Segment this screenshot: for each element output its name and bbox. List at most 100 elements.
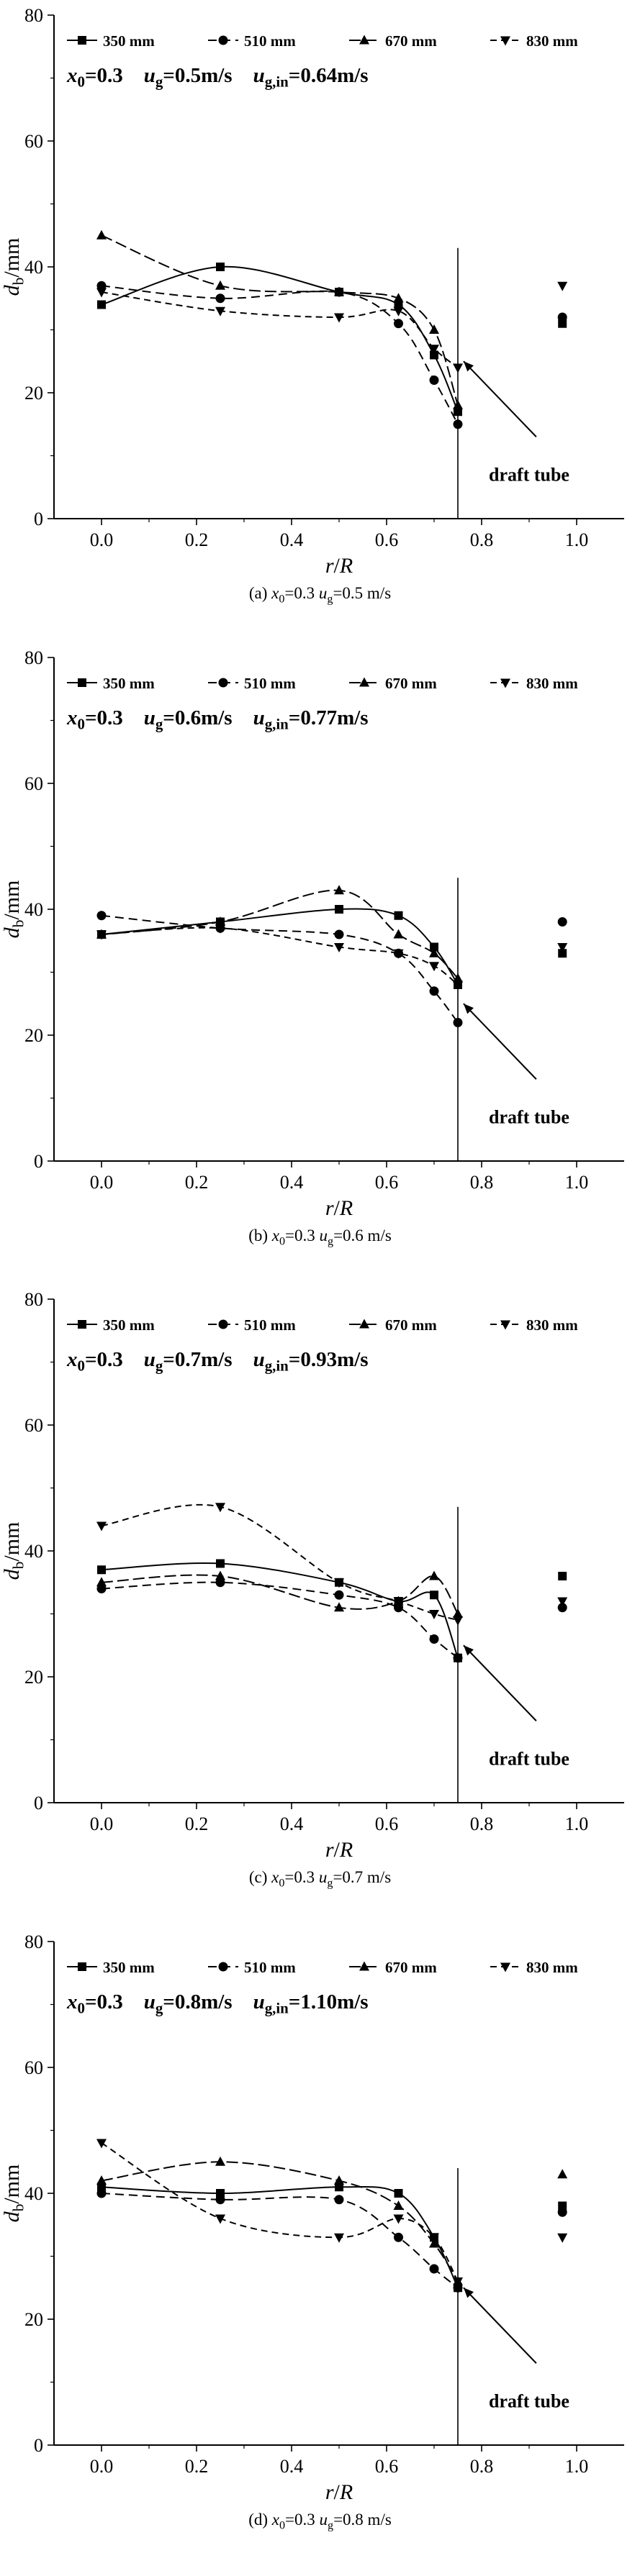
y-tick-label: 60 (24, 1415, 43, 1436)
figure-page: 0.0 0.2 0.4 0.6 0.8 1.0 0 20 40 60 80 db/mm r/R draft… (0, 4, 640, 2532)
x-tick-label: 0.0 (90, 2456, 114, 2477)
chart-d: 0.0 0.2 0.4 0.6 0.8 1.0 0 20 40 60 80 db/mm r/R draft… (0, 1930, 640, 2506)
axes: 0.0 0.2 0.4 0.6 0.8 1.0 0 20 40 60 80 (24, 5, 624, 550)
y-tick-label: 20 (24, 2309, 43, 2330)
legend-label: 510 mm (244, 1959, 296, 1976)
condition-annotation: x0=0.3 ug=0.5m/s ug,in=0.64m/s (66, 64, 369, 90)
x-tick-label: 0.6 (375, 1172, 399, 1193)
axes: 0.0 0.2 0.4 0.6 0.8 1.0 0 20 40 60 80 (24, 1289, 624, 1834)
caption-c: (c) x0=0.3 ug=0.7 m/s (248, 1868, 392, 1890)
series-830-mm (96, 2139, 568, 2287)
condition-annotation: x0=0.3 ug=0.6m/s ug,in=0.77m/s (66, 706, 369, 732)
chart-a: 0.0 0.2 0.4 0.6 0.8 1.0 0 20 40 60 80 db/mm r/R draft… (0, 4, 640, 580)
x-tick-label: 0.8 (470, 1172, 494, 1193)
y-tick-label: 40 (24, 2183, 43, 2204)
x-axis-label: r/R (325, 2480, 353, 2504)
y-tick-label: 40 (24, 257, 43, 278)
y-tick-label: 80 (24, 1289, 43, 1310)
legend-label: 830 mm (526, 1959, 578, 1976)
series-830-mm (96, 1503, 568, 1626)
x-tick-label: 0.8 (470, 2456, 494, 2477)
legend-label: 830 mm (526, 1316, 578, 1334)
legend-label: 350 mm (103, 1316, 155, 1334)
x-tick-label: 0.2 (185, 2456, 209, 2477)
legend: 350 mm 510 mm 670 mm 830 mm (67, 1959, 578, 1976)
y-tick-label: 20 (24, 383, 43, 404)
series-510-mm (96, 1578, 567, 1663)
x-tick-label: 0.4 (280, 529, 304, 550)
x-tick-label: 0.4 (280, 1172, 304, 1193)
y-tick-label: 20 (24, 1025, 43, 1046)
draft-tube-arrow (463, 2287, 537, 2364)
x-tick-label: 1.0 (565, 529, 589, 550)
y-tick-label: 60 (24, 2057, 43, 2078)
x-tick-label: 0.4 (280, 2456, 304, 2477)
caption-b: (b) x0=0.3 ug=0.6 m/s (248, 1226, 392, 1248)
draft-tube-arrow (463, 1644, 537, 1722)
draft-tube-annotation: draft tube (457, 877, 569, 1161)
draft-tube-arrow (463, 360, 537, 437)
legend-label: 670 mm (385, 32, 437, 50)
y-tick-label: 80 (24, 1931, 43, 1952)
legend-label: 350 mm (103, 1959, 155, 1976)
legend-label: 670 mm (385, 1316, 437, 1334)
y-tick-label: 80 (24, 5, 43, 26)
series-350-mm (97, 904, 567, 989)
y-tick-label: 40 (24, 899, 43, 920)
x-tick-label: 0.4 (280, 1813, 304, 1834)
y-tick-label: 40 (24, 1541, 43, 1562)
x-axis-label: r/R (325, 1838, 353, 1862)
legend-label: 670 mm (385, 1959, 437, 1976)
legend-label: 510 mm (244, 32, 296, 50)
x-tick-label: 0.8 (470, 1813, 494, 1834)
x-tick-label: 0.2 (185, 1172, 209, 1193)
series-510-mm (96, 281, 567, 429)
caption-d: (d) x0=0.3 ug=0.8 m/s (248, 2510, 392, 2532)
draft-tube-label: draft tube (489, 465, 569, 486)
x-axis-label: r/R (325, 1196, 353, 1220)
axes: 0.0 0.2 0.4 0.6 0.8 1.0 0 20 40 60 80 (24, 1931, 624, 2477)
y-tick-label: 20 (24, 1667, 43, 1688)
y-tick-label: 0 (34, 509, 43, 529)
draft-tube-annotation: draft tube (457, 2167, 569, 2445)
series-830-mm (96, 281, 568, 373)
x-tick-label: 0.0 (90, 529, 114, 550)
x-tick-label: 0.0 (90, 1172, 114, 1193)
series-670-mm (96, 884, 463, 983)
series-670-mm (96, 2156, 568, 2285)
condition-annotation: x0=0.3 ug=0.7m/s ug,in=0.93m/s (66, 1348, 369, 1374)
x-tick-label: 1.0 (565, 1813, 589, 1834)
y-tick-label: 0 (34, 2435, 43, 2456)
draft-tube-label: draft tube (489, 1106, 569, 1127)
chart-b: 0.0 0.2 0.4 0.6 0.8 1.0 0 20 40 60 80 db/mm r/R draft… (0, 646, 640, 1222)
draft-tube-arrow (463, 1003, 537, 1080)
caption-a: (a) x0=0.3 ug=0.5 m/s (248, 584, 392, 606)
series-670-mm (96, 229, 463, 409)
series-350-mm (97, 263, 567, 417)
legend-label: 830 mm (526, 675, 578, 692)
draft-tube-label: draft tube (489, 1749, 569, 1770)
series-510-mm (96, 2188, 567, 2293)
legend-label: 830 mm (526, 32, 578, 50)
x-tick-label: 0.8 (470, 529, 494, 550)
legend: 350 mm 510 mm 670 mm 830 mm (67, 675, 578, 692)
subplot-c: 0.0 0.2 0.4 0.6 0.8 1.0 0 20 40 60 80 db/mm r/R draft… (0, 1288, 640, 1890)
draft-tube-annotation: draft tube (457, 247, 569, 519)
x-tick-label: 0.2 (185, 1813, 209, 1834)
draft-tube-label: draft tube (489, 2390, 569, 2411)
x-axis-label: r/R (325, 554, 353, 578)
legend: 350 mm 510 mm 670 mm 830 mm (67, 1316, 578, 1334)
legend: 350 mm 510 mm 670 mm 830 mm (67, 32, 578, 50)
draft-tube-annotation: draft tube (457, 1506, 569, 1803)
condition-annotation: x0=0.3 ug=0.8m/s ug,in=1.10m/s (66, 1990, 369, 2016)
subplot-b: 0.0 0.2 0.4 0.6 0.8 1.0 0 20 40 60 80 db/mm r/R draft… (0, 646, 640, 1249)
y-axis-label: db/mm (0, 1522, 27, 1580)
legend-label: 670 mm (385, 675, 437, 692)
y-tick-label: 0 (34, 1151, 43, 1172)
x-tick-label: 0.2 (185, 529, 209, 550)
x-tick-label: 0.0 (90, 1813, 114, 1834)
axes: 0.0 0.2 0.4 0.6 0.8 1.0 0 20 40 60 80 (24, 647, 624, 1193)
y-tick-label: 60 (24, 773, 43, 794)
series-670-mm (96, 1570, 463, 1619)
y-tick-label: 60 (24, 131, 43, 152)
